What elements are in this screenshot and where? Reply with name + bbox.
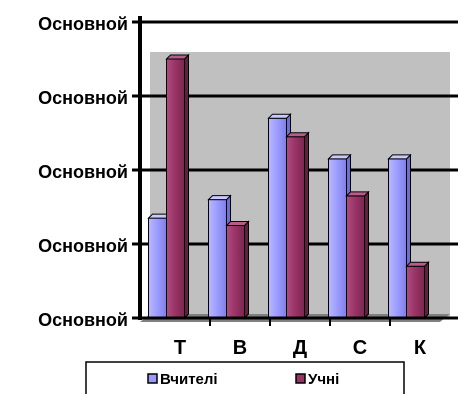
bar-side [184,53,189,320]
y-tick-label: Основной [38,88,128,108]
bar-top [165,54,190,60]
bar-front [208,199,227,319]
x-tick-label: В [233,337,247,359]
bar-students-3 [345,190,370,320]
bar-students-4 [405,260,430,320]
legend-swatch [295,373,306,384]
bar-students-1 [225,220,250,320]
y-tick-label: Основной [38,236,128,256]
bar-top [285,132,310,138]
bar-front [226,225,245,319]
x-tick-label: Д [293,337,307,359]
bar-side [364,190,369,320]
bar-students-2 [285,131,310,320]
y-tick-label: Основной [38,14,128,34]
bar-side [424,260,429,320]
bar-top [327,154,352,160]
legend-label: Вчителі [160,371,218,388]
bar-top [207,195,232,201]
bar-front [166,58,185,319]
bar-front [406,265,425,319]
y-tick-label: Основной [38,310,128,330]
bar-top [225,221,250,226]
bar-front [148,217,167,319]
bar-students-0 [165,53,190,320]
bar-top [345,191,370,197]
bar-front [328,158,347,319]
legend-label: Учні [308,371,339,388]
y-tick-label: Основной [38,162,128,182]
x-tick-label: К [414,337,427,359]
x-tick-label: Т [174,337,186,359]
bar-side [244,220,249,320]
bar-front [268,117,287,319]
bar-top [267,113,292,119]
bar-front [388,158,407,319]
bar-side [304,131,309,320]
legend-box [85,361,405,399]
x-tick-label: С [353,337,367,359]
bar-front [286,136,305,319]
legend-swatch [147,373,158,384]
bar-top [405,261,430,267]
bar-top [387,154,412,160]
bar-front [346,195,365,319]
